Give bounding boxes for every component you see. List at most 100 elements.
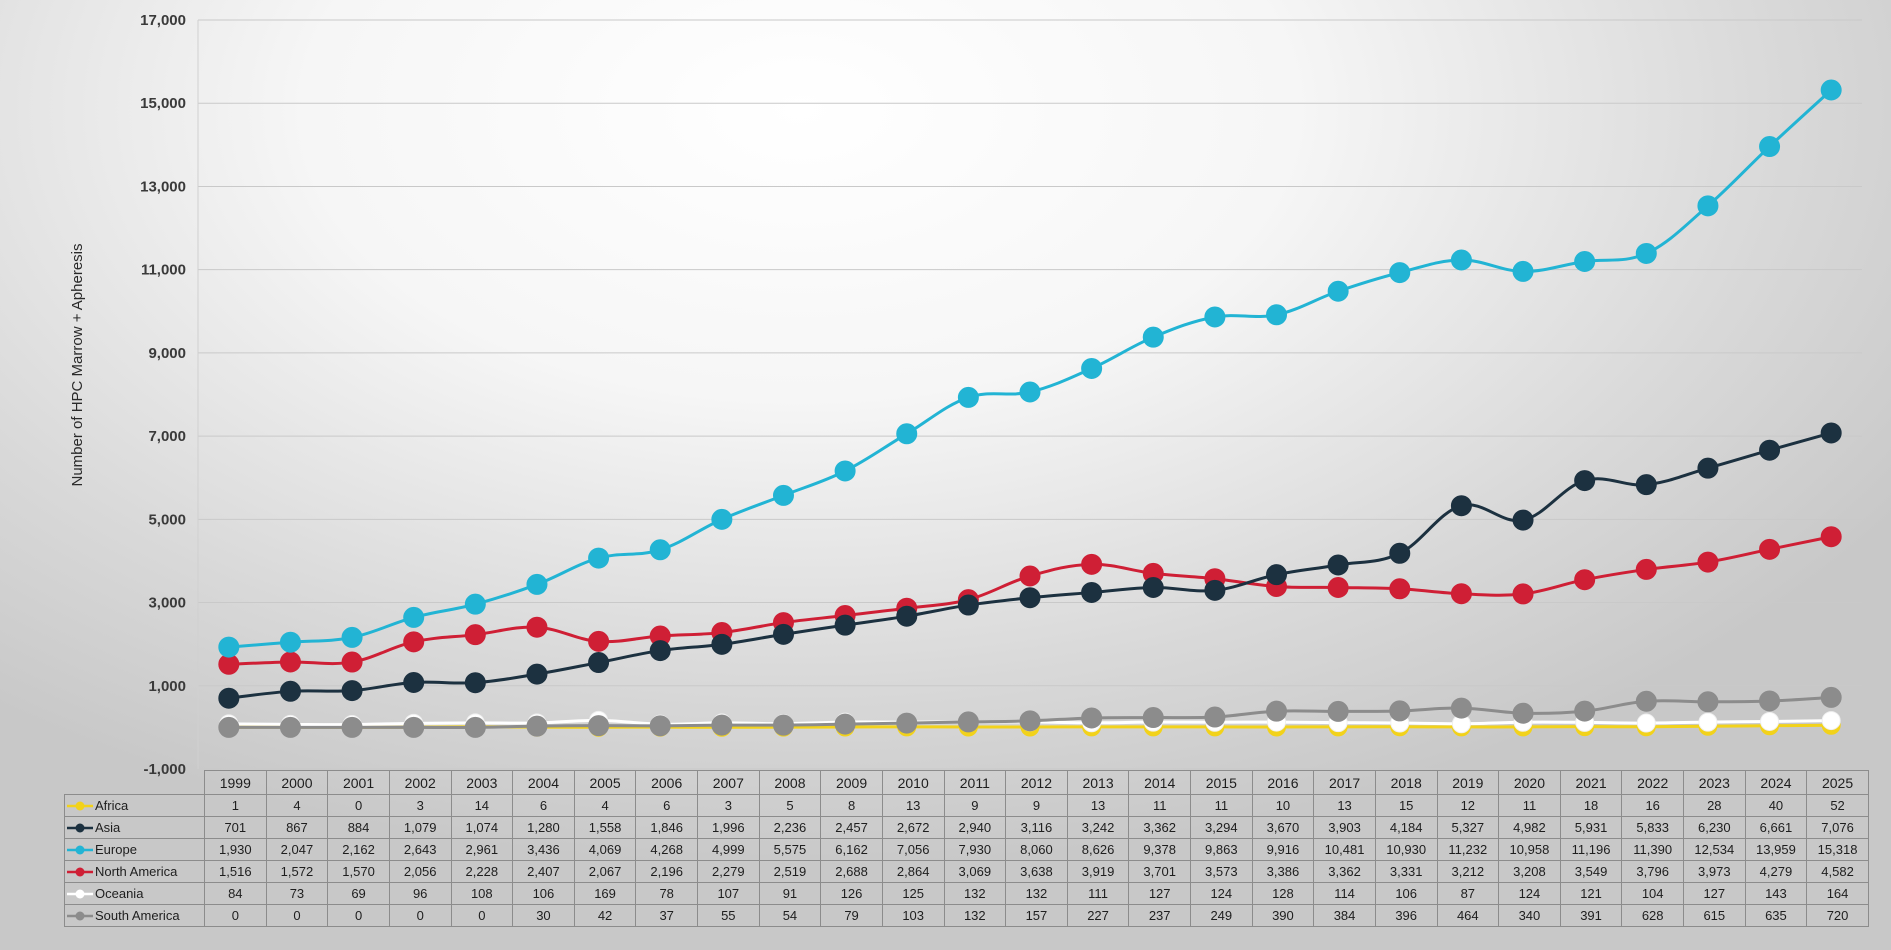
data-label: 5,327 <box>1436 816 1500 839</box>
data-point-asia <box>711 633 733 655</box>
data-point-europe <box>588 547 610 569</box>
data-label: 13,959 <box>1744 838 1808 861</box>
table-row: Asia 701 867 884 1,079 1,074 1,280 1,558 1,846 1,… <box>64 816 1869 839</box>
data-point-europe <box>1327 280 1349 302</box>
data-label: 2,864 <box>881 860 945 883</box>
x-tick-label: 2011 <box>943 770 1007 795</box>
data-label: 3,573 <box>1190 860 1253 883</box>
x-tick-label: 2012 <box>1005 770 1068 795</box>
x-tick-label: 2001 <box>327 770 390 795</box>
x-tick-label: 1999 <box>204 770 267 795</box>
series-asia <box>218 422 1842 709</box>
data-label: 6,230 <box>1683 816 1746 839</box>
data-label: 2,056 <box>388 860 452 883</box>
data-point-south-america <box>649 715 671 737</box>
data-point-oceania <box>1821 711 1841 731</box>
data-point-europe <box>1512 260 1534 282</box>
data-label: 10,958 <box>1498 838 1561 861</box>
data-point-north-america <box>1450 583 1472 605</box>
data-point-north-america <box>279 651 301 673</box>
x-tick-label: 2019 <box>1436 770 1500 795</box>
data-label: 3,386 <box>1251 860 1315 883</box>
data-label: 0 <box>265 904 329 927</box>
data-label: 628 <box>1621 904 1684 927</box>
data-label: 15,318 <box>1806 838 1869 861</box>
data-label: 3,903 <box>1313 816 1376 839</box>
x-tick-label: 2022 <box>1621 770 1684 795</box>
data-label: 9,378 <box>1128 838 1191 861</box>
data-label: 720 <box>1806 904 1869 927</box>
legend-marker <box>67 845 93 855</box>
data-point-oceania <box>1698 712 1718 732</box>
data-label: 1,570 <box>327 860 390 883</box>
data-label: 132 <box>1005 882 1068 905</box>
data-label: 30 <box>512 904 575 927</box>
data-point-asia <box>649 640 671 662</box>
data-label: 11,196 <box>1559 838 1623 861</box>
data-point-north-america <box>588 630 610 652</box>
data-label: 114 <box>1313 882 1376 905</box>
data-point-south-america <box>1697 691 1719 713</box>
data-point-europe <box>1574 251 1596 273</box>
series-name: Asia <box>95 820 121 836</box>
x-tick-label: 2016 <box>1251 770 1315 795</box>
data-point-south-america <box>1081 707 1103 729</box>
data-point-europe <box>1142 326 1164 348</box>
x-tick-label: 2002 <box>388 770 452 795</box>
data-label: 3,919 <box>1066 860 1130 883</box>
data-point-europe <box>1204 306 1226 328</box>
data-point-europe <box>464 593 486 615</box>
data-label: 169 <box>573 882 637 905</box>
data-point-north-america <box>403 631 425 653</box>
data-label: 11 <box>1498 794 1561 817</box>
legend-marker <box>67 867 93 877</box>
x-tick-label: 2005 <box>573 770 637 795</box>
data-label: 8,060 <box>1005 838 1068 861</box>
data-point-asia <box>1019 587 1041 609</box>
data-label: 11,390 <box>1621 838 1684 861</box>
legend-dot <box>75 845 85 855</box>
data-point-europe <box>1266 304 1288 326</box>
data-label: 2,688 <box>820 860 883 883</box>
y-tick-label: 7,000 <box>148 428 186 445</box>
data-point-asia <box>1820 422 1842 444</box>
x-tick-label: 2021 <box>1559 770 1623 795</box>
legend-entry: Asia <box>64 816 205 839</box>
legend-entry: Africa <box>64 794 205 817</box>
data-point-south-america <box>711 714 733 736</box>
data-label: 1,572 <box>265 860 329 883</box>
data-label: 73 <box>265 882 329 905</box>
data-label: 103 <box>881 904 945 927</box>
data-label: 121 <box>1559 882 1623 905</box>
legend-marker <box>67 801 93 811</box>
data-point-south-america <box>526 715 548 737</box>
data-label: 4,279 <box>1744 860 1808 883</box>
data-point-asia <box>1327 554 1349 576</box>
x-tick-label: 2020 <box>1498 770 1561 795</box>
legend-dot <box>75 911 85 921</box>
data-label: 128 <box>1251 882 1315 905</box>
data-point-north-america <box>1759 538 1781 560</box>
data-point-asia <box>1142 576 1164 598</box>
data-point-north-america <box>1389 578 1411 600</box>
x-tick-label: 2014 <box>1128 770 1191 795</box>
data-point-south-america <box>464 716 486 738</box>
data-label: 237 <box>1128 904 1191 927</box>
data-label: 8 <box>820 794 883 817</box>
data-label: 635 <box>1744 904 1808 927</box>
data-point-asia <box>896 605 918 627</box>
data-label: 3,362 <box>1313 860 1376 883</box>
data-label: 9 <box>1005 794 1068 817</box>
table-corner-cell <box>64 770 205 795</box>
data-point-europe <box>1635 242 1657 264</box>
data-label: 2,279 <box>697 860 760 883</box>
data-label: 8,626 <box>1066 838 1130 861</box>
data-point-asia <box>279 680 301 702</box>
x-tick-label: 2004 <box>512 770 575 795</box>
data-label: 124 <box>1190 882 1253 905</box>
data-point-south-america <box>1266 700 1288 722</box>
y-tick-label: 11,000 <box>141 262 186 279</box>
data-label: 2,067 <box>573 860 637 883</box>
table-row: North America 1,516 1,572 1,570 2,056 2,228 2,… <box>64 860 1869 883</box>
data-label: 132 <box>943 882 1007 905</box>
